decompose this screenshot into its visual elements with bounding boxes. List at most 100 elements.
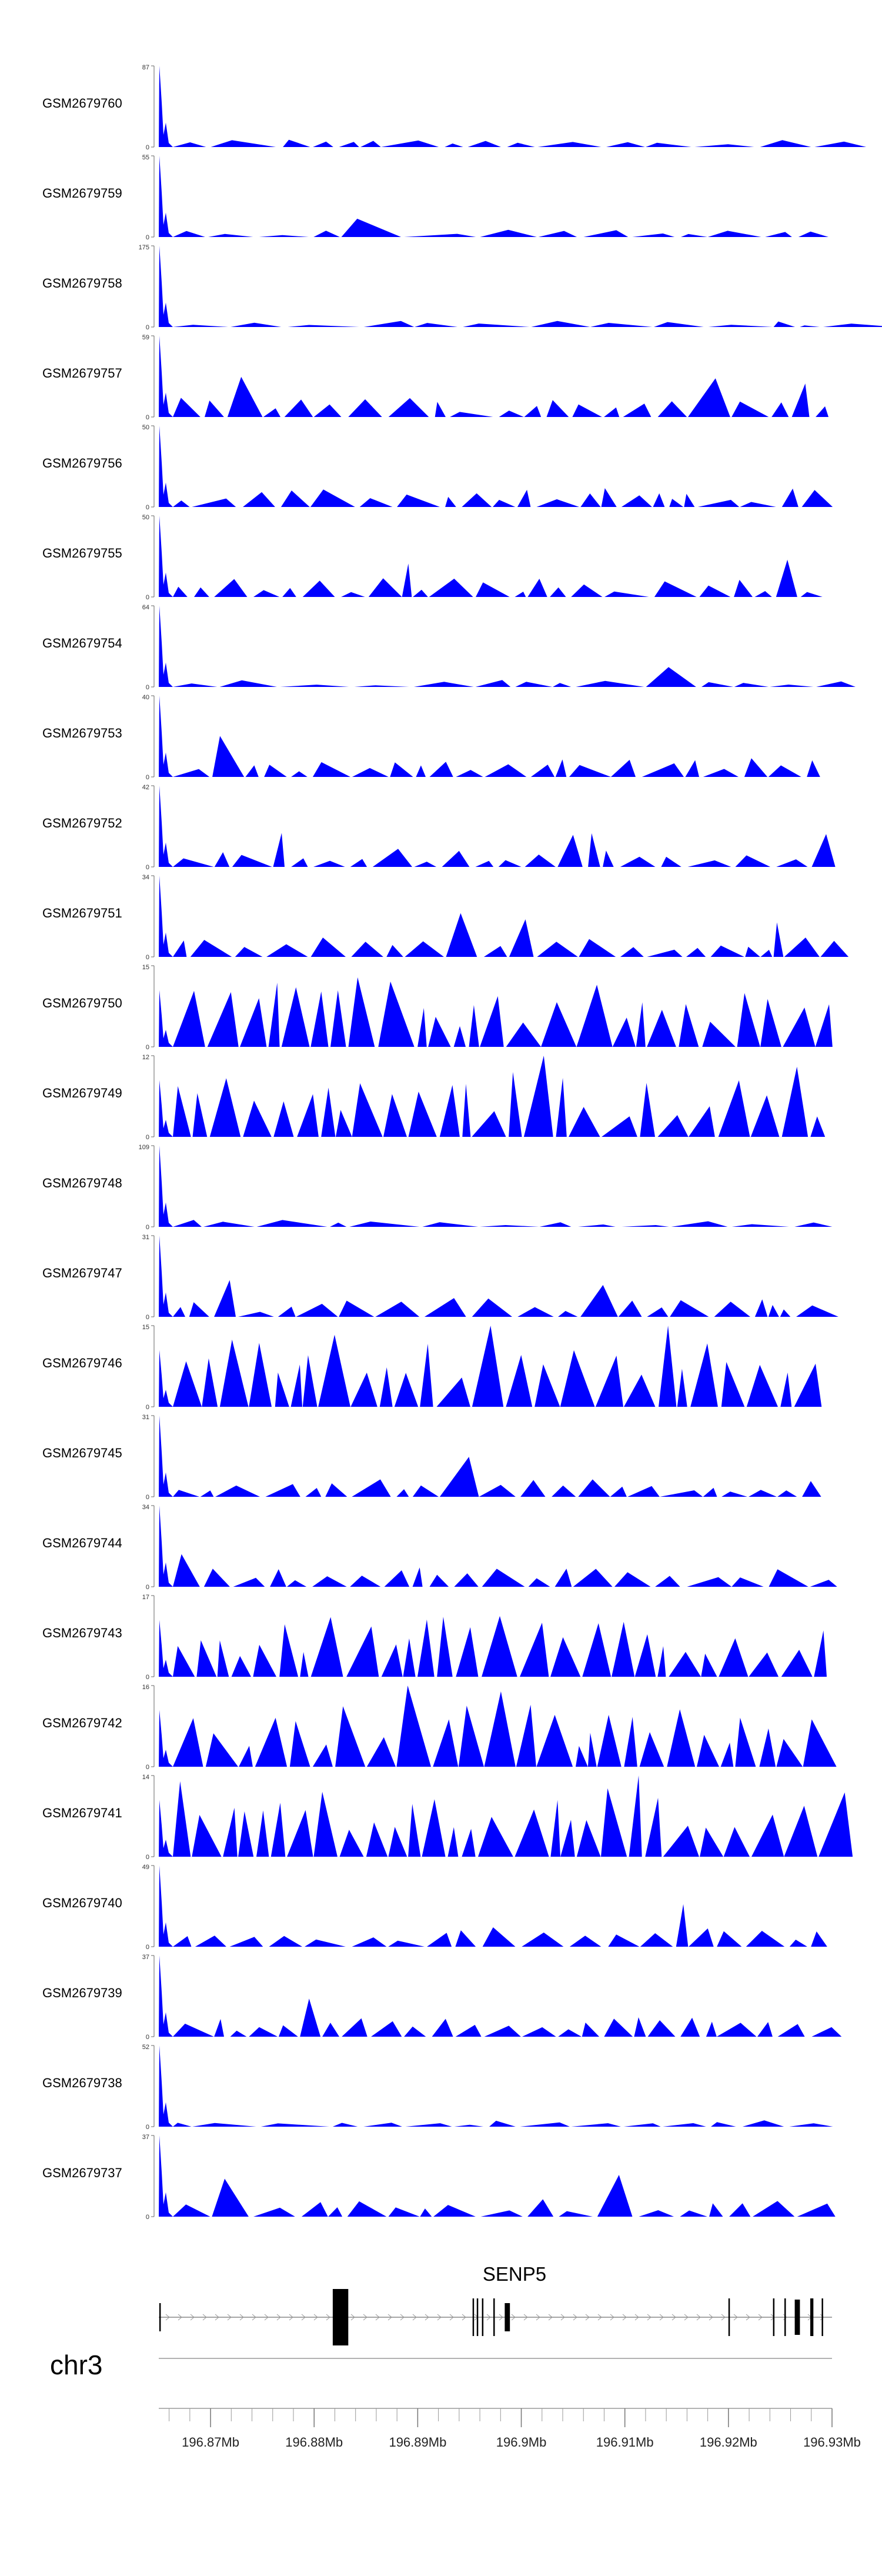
gene-exon <box>493 2298 495 2336</box>
y-min-label: 0 <box>146 1764 149 1771</box>
y-max-label: 175 <box>139 244 149 251</box>
track-label: GSM2679738 <box>42 2076 122 2090</box>
coverage-track: GSM2679758 175 0 <box>42 244 882 331</box>
strand-arrow-icon <box>684 2314 689 2321</box>
y-min-label: 0 <box>146 414 149 421</box>
gene-exon <box>482 2298 484 2336</box>
x-tick-label: 196.93Mb <box>803 2435 861 2450</box>
y-min-label: 0 <box>146 1674 149 1681</box>
coverage-track: GSM2679747 31 0 <box>42 1234 838 1321</box>
gene-exon <box>784 2298 786 2336</box>
strand-arrow-icon <box>721 2314 726 2321</box>
coverage-track: GSM2679741 14 0 <box>42 1774 853 1861</box>
y-min-label: 0 <box>146 1944 149 1951</box>
gene-exon <box>728 2298 730 2336</box>
track-label: GSM2679737 <box>42 2165 122 2180</box>
gene-exon <box>810 2298 814 2336</box>
y-max-label: 14 <box>142 1774 149 1781</box>
coverage-track: GSM2679742 16 0 <box>42 1684 837 1771</box>
strand-arrow-icon <box>758 2314 763 2321</box>
strand-arrow-icon <box>190 2314 195 2321</box>
track-label: GSM2679749 <box>42 1086 122 1100</box>
y-min-label: 0 <box>146 324 149 331</box>
track-label: GSM2679753 <box>42 726 122 740</box>
strand-arrow-icon <box>560 2314 565 2321</box>
track-label: GSM2679759 <box>42 186 122 201</box>
strand-arrow-icon <box>536 2314 540 2321</box>
track-label: GSM2679745 <box>42 1446 122 1460</box>
coverage-area <box>159 1686 837 1767</box>
track-label: GSM2679743 <box>42 1626 122 1640</box>
gene-exon <box>773 2298 775 2336</box>
coverage-area <box>159 1326 822 1407</box>
x-tick-label: 196.91Mb <box>596 2435 654 2450</box>
y-max-label: 37 <box>142 2134 149 2141</box>
strand-arrow-icon <box>709 2314 713 2321</box>
track-label: GSM2679740 <box>42 1896 122 1910</box>
y-min-label: 0 <box>146 1854 149 1861</box>
y-max-label: 16 <box>142 1684 149 1691</box>
gene-exon <box>794 2300 800 2335</box>
track-label: GSM2679758 <box>42 276 122 291</box>
y-min-label: 0 <box>146 1044 149 1051</box>
y-min-label: 0 <box>146 2124 149 2131</box>
strand-arrow-icon <box>548 2314 553 2321</box>
strand-arrow-icon <box>425 2314 429 2321</box>
y-min-label: 0 <box>146 144 149 151</box>
strand-arrow-icon <box>733 2314 738 2321</box>
strand-arrow-icon <box>276 2314 281 2321</box>
coverage-track: GSM2679745 31 0 <box>42 1414 824 1501</box>
track-label: GSM2679741 <box>42 1806 122 1820</box>
coverage-track: GSM2679749 12 0 <box>42 1054 828 1141</box>
strand-arrow-icon <box>634 2314 639 2321</box>
gene-exon <box>505 2303 510 2331</box>
coverage-area <box>159 2135 836 2217</box>
strand-arrow-icon <box>647 2314 652 2321</box>
y-min-label: 0 <box>146 1584 149 1591</box>
y-min-label: 0 <box>146 954 149 961</box>
strand-arrow-icon <box>301 2314 306 2321</box>
x-tick-label: 196.89Mb <box>389 2435 446 2450</box>
track-label: GSM2679755 <box>42 546 122 560</box>
y-min-label: 0 <box>146 774 149 781</box>
coverage-area <box>159 1616 830 1677</box>
y-max-label: 17 <box>142 1594 149 1601</box>
coverage-track: GSM2679751 34 0 <box>42 874 849 961</box>
strand-arrow-icon <box>671 2314 676 2321</box>
y-max-label: 49 <box>142 1864 149 1871</box>
gene-exon <box>159 2303 161 2331</box>
y-max-label: 31 <box>142 1234 149 1241</box>
y-max-label: 87 <box>142 64 149 71</box>
coverage-area <box>159 876 849 957</box>
coverage-track: GSM2679738 52 0 <box>42 2044 833 2131</box>
strand-arrow-icon <box>437 2314 442 2321</box>
y-max-label: 64 <box>142 604 149 611</box>
y-max-label: 50 <box>142 424 149 431</box>
gene-label: SENP5 <box>483 2263 546 2285</box>
genome-axis: chr3 196.87Mb 196.88Mb 196.89Mb 196.9Mb 196.… <box>50 2350 861 2450</box>
coverage-track: GSM2679737 37 0 <box>42 2134 836 2221</box>
y-max-label: 31 <box>142 1414 149 1421</box>
strand-arrow-icon <box>326 2314 330 2321</box>
y-max-label: 55 <box>142 154 149 161</box>
gene-exon <box>332 2289 349 2345</box>
coverage-track: GSM2679752 42 0 <box>42 784 836 871</box>
y-min-label: 0 <box>146 2214 149 2221</box>
strand-arrow-icon <box>400 2314 405 2321</box>
track-label: GSM2679751 <box>42 906 122 920</box>
coverage-track: GSM2679750 15 0 <box>42 964 833 1051</box>
coverage-area <box>159 977 833 1047</box>
coverage-area <box>159 156 832 237</box>
coverage-track: GSM2679753 40 0 <box>42 694 821 781</box>
coverage-area <box>159 606 856 687</box>
y-max-label: 12 <box>142 1054 149 1061</box>
x-tick-label: 196.88Mb <box>285 2435 343 2450</box>
strand-arrow-icon <box>511 2314 516 2321</box>
coverage-track: GSM2679743 17 0 <box>42 1594 830 1681</box>
x-tick-label: 196.9Mb <box>496 2435 547 2450</box>
strand-arrow-icon <box>622 2314 627 2321</box>
strand-arrow-icon <box>462 2314 466 2321</box>
coverage-area <box>159 1146 833 1227</box>
x-tick-label: 196.92Mb <box>700 2435 757 2450</box>
